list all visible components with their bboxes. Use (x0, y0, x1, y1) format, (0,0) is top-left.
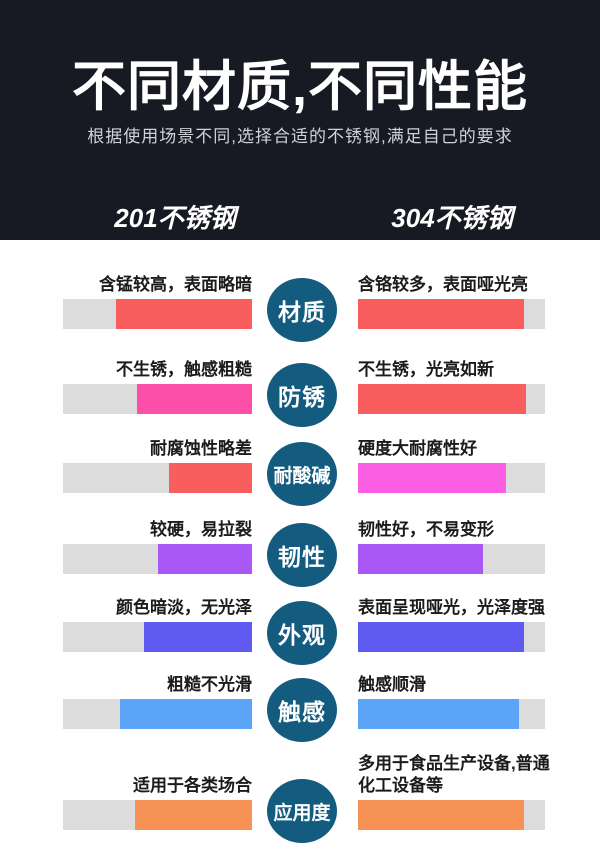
right-bar-track (358, 544, 545, 574)
left-label: 颜色暗淡，无光泽 (116, 598, 252, 617)
left-bar-fill (134, 800, 252, 830)
right-bar-track (358, 699, 545, 729)
category-label: 应用度 (273, 802, 331, 824)
left-bar-fill (115, 299, 252, 329)
comparison-row-application: 适用于各类场合 应用度 多用于食品生产设备,普通化工设备等 (0, 730, 600, 843)
left-bar-track (63, 299, 252, 329)
right-bar-fill (358, 800, 525, 830)
comparison-row-toughness: 较硬，易拉裂 韧性 韧性好，不易变形 (0, 496, 600, 587)
right-bar-fill (358, 463, 506, 493)
left-cell: 较硬，易拉裂 (63, 519, 252, 574)
left-cell: 粗糙不光滑 (63, 674, 252, 729)
left-cell: 适用于各类场合 (63, 775, 252, 830)
comparison-row-touch: 粗糙不光滑 触感 触感顺滑 (0, 651, 600, 742)
right-label: 硬度大耐腐性好 (358, 439, 477, 458)
left-bar-track (63, 544, 252, 574)
category-badge: 耐酸碱 (267, 442, 337, 506)
right-bar-fill (358, 299, 525, 329)
right-bar-fill (358, 544, 484, 574)
right-bar-track (358, 384, 545, 414)
left-bar-fill (136, 384, 252, 414)
left-cell: 含锰较高，表面略暗 (63, 274, 252, 329)
category-label: 耐酸碱 (273, 465, 331, 487)
left-label: 含锰较高，表面略暗 (99, 275, 252, 294)
page-title: 不同材质,不同性能 (71, 57, 528, 117)
right-label: 韧性好，不易变形 (358, 520, 494, 539)
category-badge: 防锈 (267, 363, 337, 427)
right-bar-fill (358, 384, 527, 414)
category-badge: 外观 (267, 601, 337, 665)
comparison-row-material: 含锰较高，表面略暗 材质 含铬较多，表面哑光亮 (0, 251, 600, 342)
right-cell: 硬度大耐腐性好 (358, 438, 545, 493)
right-bar-track (358, 299, 545, 329)
right-label: 触感顺滑 (358, 675, 426, 694)
left-cell: 耐腐蚀性略差 (63, 438, 252, 493)
left-bar-track (63, 463, 252, 493)
right-bar-fill (358, 622, 525, 652)
right-cell: 触感顺滑 (358, 674, 545, 729)
right-label: 多用于食品生产设备,普通化工设备等 (358, 754, 550, 795)
left-bar-fill (119, 699, 252, 729)
right-bar-fill (358, 699, 519, 729)
left-label: 耐腐蚀性略差 (150, 439, 252, 458)
comparison-row-rust: 不生锈，触感粗糙 防锈 不生锈，光亮如新 (0, 336, 600, 427)
right-cell: 韧性好，不易变形 (358, 519, 545, 574)
category-badge: 材质 (267, 278, 337, 342)
comparison-row-appearance: 颜色暗淡，无光泽 外观 表面呈现哑光，光泽度强 (0, 574, 600, 665)
left-cell: 颜色暗淡，无光泽 (63, 597, 252, 652)
category-label: 外观 (278, 622, 326, 648)
left-bar-track (63, 699, 252, 729)
left-bar-fill (157, 544, 252, 574)
right-label: 含铬较多，表面哑光亮 (358, 275, 528, 294)
category-badge: 触感 (267, 678, 337, 742)
left-label: 适用于各类场合 (133, 776, 252, 795)
comparison-row-acid: 耐腐蚀性略差 耐酸碱 硬度大耐腐性好 (0, 415, 600, 506)
left-label: 不生锈，触感粗糙 (116, 360, 252, 379)
left-bar-track (63, 622, 252, 652)
left-bar-track (63, 800, 252, 830)
category-label: 触感 (278, 699, 326, 725)
category-label: 防锈 (278, 384, 326, 410)
right-cell: 含铬较多，表面哑光亮 (358, 274, 545, 329)
right-cell: 不生锈，光亮如新 (358, 359, 545, 414)
category-badge: 应用度 (267, 779, 337, 843)
header-banner: 不同材质,不同性能 根据使用场景不同,选择合适的不锈钢,满足自己的要求 201不… (0, 0, 600, 240)
right-cell: 多用于食品生产设备,普通化工设备等 (358, 753, 550, 830)
right-bar-track (358, 622, 545, 652)
column-header-201: 201不锈钢 (114, 203, 236, 233)
page-subtitle: 根据使用场景不同,选择合适的不锈钢,满足自己的要求 (87, 127, 513, 146)
left-label: 粗糙不光滑 (167, 675, 252, 694)
left-bar-fill (168, 463, 252, 493)
right-label: 不生锈，光亮如新 (358, 360, 494, 379)
right-bar-track (358, 463, 545, 493)
right-bar-track (358, 800, 545, 830)
left-label: 较硬，易拉裂 (150, 520, 252, 539)
category-label: 材质 (278, 299, 326, 325)
category-badge: 韧性 (267, 523, 337, 587)
column-header-304: 304不锈钢 (391, 203, 513, 233)
right-cell: 表面呈现哑光，光泽度强 (358, 597, 545, 652)
category-label: 韧性 (278, 544, 326, 570)
left-cell: 不生锈，触感粗糙 (63, 359, 252, 414)
right-label: 表面呈现哑光，光泽度强 (358, 598, 545, 617)
left-bar-fill (144, 622, 252, 652)
left-bar-track (63, 384, 252, 414)
